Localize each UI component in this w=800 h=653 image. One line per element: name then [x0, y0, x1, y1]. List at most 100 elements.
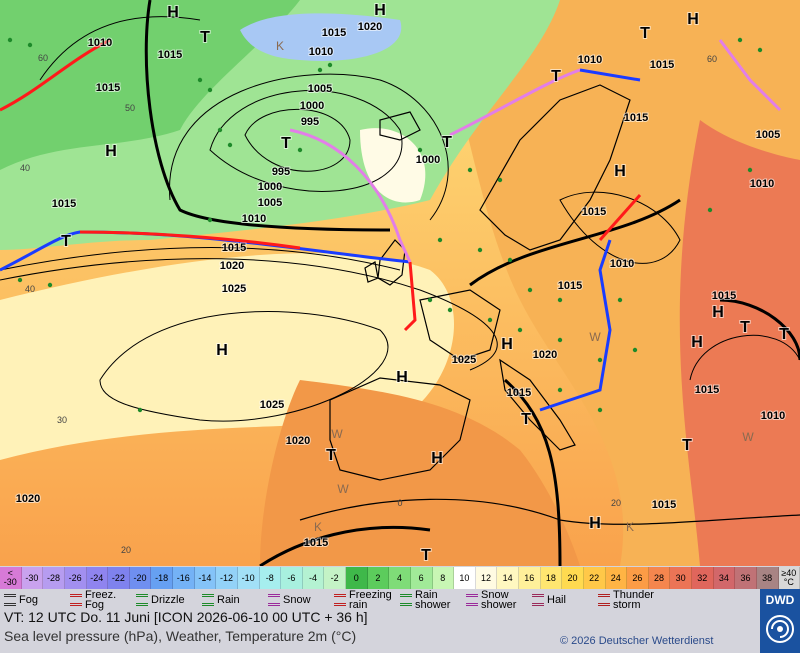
rain-symbol — [632, 347, 638, 353]
pressure-center: T — [521, 411, 531, 428]
legend-label: Thunder storm — [613, 589, 654, 611]
pressure-label: 1015 — [322, 27, 346, 39]
rain-symbol — [297, 147, 303, 153]
rain-symbol — [517, 327, 523, 333]
scale-cell: 20 — [562, 567, 584, 589]
scale-label: 34 — [718, 572, 729, 583]
pressure-center: H — [431, 450, 443, 467]
scale-label: -24 — [90, 572, 104, 583]
scale-cell: -30 — [21, 567, 44, 589]
scale-label: -6 — [287, 572, 296, 583]
graticule-label: 40 — [25, 284, 35, 294]
legend-label: Drizzle — [151, 594, 185, 606]
legend-item: Snow — [264, 589, 330, 611]
scale-label: 2 — [375, 572, 381, 583]
rain-symbol — [617, 297, 623, 303]
rain-symbol — [137, 407, 143, 413]
scale-cell: ≥40 °C — [778, 567, 800, 589]
pressure-label: 1015 — [650, 59, 674, 71]
pressure-center: H — [712, 304, 724, 321]
scale-label: 12 — [481, 572, 492, 583]
pressure-label: 1025 — [260, 399, 284, 411]
air-mass-label: K — [626, 520, 634, 534]
rain-symbol — [217, 127, 223, 133]
pressure-label: 1010 — [761, 410, 785, 422]
pressure-center: T — [442, 134, 452, 151]
scale-label: 20 — [567, 572, 578, 583]
pressure-center: T — [200, 29, 210, 46]
scale-label: -20 — [133, 572, 147, 583]
rain-symbol — [757, 47, 763, 53]
pressure-label: 1020 — [16, 493, 40, 505]
pressure-label: 1020 — [286, 435, 310, 447]
pressure-label: 1015 — [304, 537, 328, 549]
scale-label: 18 — [545, 572, 556, 583]
scale-label: -26 — [68, 572, 82, 583]
scale-cell: -10 — [237, 567, 260, 589]
legend-label: Snow — [283, 594, 311, 606]
legend-symbol — [466, 594, 478, 606]
legend-label: Fog — [19, 594, 38, 606]
scale-cell: -16 — [173, 567, 195, 589]
scale-label: 22 — [589, 572, 600, 583]
scale-label: 38 — [762, 572, 773, 583]
air-mass-label: W — [742, 430, 754, 444]
scale-cell: 38 — [756, 567, 779, 589]
scale-label: 24 — [610, 572, 621, 583]
air-mass-label: W — [337, 482, 349, 496]
legend-symbol — [268, 594, 280, 606]
pressure-center: T — [61, 233, 71, 250]
pressure-label: 1010 — [750, 178, 774, 190]
legend-item: Rain — [198, 589, 264, 611]
rain-symbol — [467, 167, 473, 173]
pressure-label: 1010 — [88, 37, 112, 49]
scale-label: 6 — [418, 572, 424, 583]
rain-symbol — [527, 287, 533, 293]
scale-cell: 32 — [692, 567, 714, 589]
rain-symbol — [197, 77, 203, 83]
legend-symbol — [532, 594, 544, 606]
rain-symbol — [507, 257, 513, 263]
scale-label: 30 — [675, 572, 686, 583]
pressure-center: H — [691, 334, 703, 351]
pressure-label: 1015 — [222, 242, 246, 254]
scale-cell: -26 — [64, 567, 87, 589]
legend-label: Snow shower — [481, 589, 517, 611]
arctic-region — [240, 13, 402, 61]
scale-label: -18 — [155, 572, 169, 583]
scale-cell: 22 — [583, 567, 606, 589]
legend-item: Thunder storm — [594, 589, 660, 611]
iberia-heat — [260, 380, 580, 566]
scale-label: -22 — [111, 572, 125, 583]
scale-label: 0 — [353, 572, 359, 583]
scale-label: 10 — [459, 572, 470, 583]
rain-symbol — [557, 297, 563, 303]
rain-symbol — [477, 247, 483, 253]
scale-cell: -28 — [43, 567, 65, 589]
rain-symbol — [557, 337, 563, 343]
pressure-label: 1005 — [308, 83, 332, 95]
pressure-center: T — [281, 135, 291, 152]
scale-cell: 30 — [670, 567, 692, 589]
scale-cell: 28 — [648, 567, 671, 589]
legend-symbol — [400, 594, 412, 606]
graticule-label: 0 — [397, 498, 402, 508]
scale-label: 26 — [632, 572, 643, 583]
scale-cell: -8 — [259, 567, 282, 589]
pressure-label: 1010 — [242, 213, 266, 225]
scale-cell: -22 — [108, 567, 130, 589]
legend-label: Freez. Fog — [85, 589, 117, 611]
scale-cell: 26 — [627, 567, 649, 589]
scale-cell: 12 — [475, 567, 498, 589]
copyright: © 2026 Deutscher Wetterdienst — [560, 635, 714, 647]
legend-item: Rain shower — [396, 589, 462, 611]
scale-label: ≥40 °C — [781, 568, 797, 587]
scale-cell: 34 — [713, 567, 736, 589]
valid-time: VT: 12 UTC Do. 11 Juni [ICON 2026-06-10 … — [4, 609, 368, 625]
air-mass-label: K — [314, 520, 322, 534]
troughs — [144, 0, 800, 566]
pressure-label: 1015 — [652, 499, 676, 511]
pressure-center: H — [167, 4, 179, 21]
rain-symbol — [737, 37, 743, 43]
